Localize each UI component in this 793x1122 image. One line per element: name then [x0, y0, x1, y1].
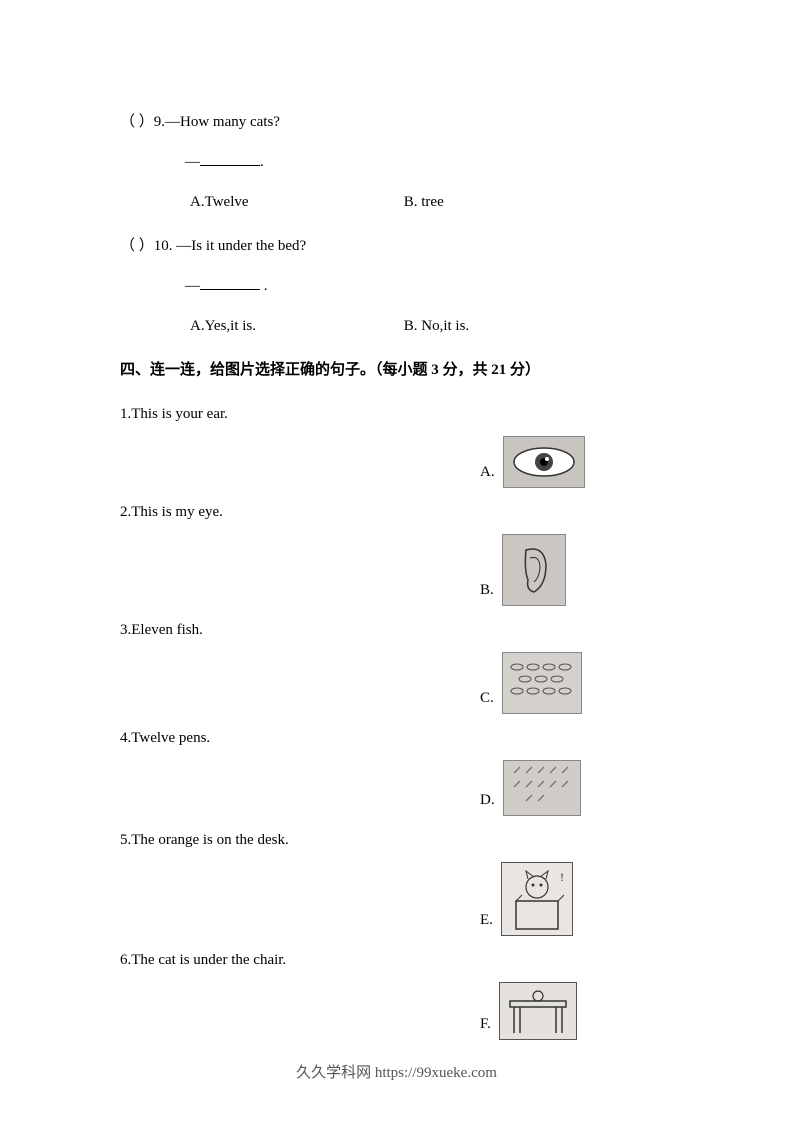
page-footer: 久久学科网 https://99xueke.com [0, 1061, 793, 1082]
item-text: Twelve pens. [131, 730, 210, 746]
question-9-prompt: （ ）9.—How many cats? [120, 110, 673, 134]
match-item-5: 5.The orange is on the desk. [120, 828, 673, 852]
image-row-B: B. [120, 534, 673, 606]
label-C: C. [480, 686, 494, 714]
pens-group-icon [506, 763, 578, 813]
match-item-2: 2.This is my eye. [120, 500, 673, 524]
fish-group-icon [505, 655, 579, 711]
item-number: 3. [120, 622, 131, 638]
question-10-options: A.Yes,it is. B. No,it is. [120, 314, 673, 338]
question-9-answer-line: —. [120, 150, 673, 174]
image-row-C: C. [120, 652, 673, 714]
item-number: 4. [120, 730, 131, 746]
question-9-options: A.Twelve B. tree [120, 190, 673, 214]
question-10-prompt: （ ）10. —Is it under the bed? [120, 234, 673, 258]
svg-text:!: ! [560, 870, 564, 884]
matching-section: 1.This is your ear. A. 2.This is my eye.… [120, 402, 673, 1040]
blank-underline [200, 152, 260, 166]
label-B: B. [480, 578, 494, 606]
option-b: B. tree [404, 194, 444, 210]
image-row-F: F. [120, 982, 673, 1040]
image-row-A: A. [120, 436, 673, 488]
option-b: B. No,it is. [404, 318, 469, 334]
ear-icon [514, 540, 554, 600]
eye-image [503, 436, 585, 488]
dash-suffix: . [260, 278, 268, 294]
option-a: A.Twelve [190, 190, 400, 214]
image-row-E: E. ! [120, 862, 673, 936]
label-F: F. [480, 1012, 491, 1040]
item-number: 6. [120, 952, 131, 968]
desk-icon [502, 985, 574, 1037]
cat-box-icon: ! [504, 865, 570, 933]
pens-image [503, 760, 581, 816]
item-text: The cat is under the chair. [131, 952, 286, 968]
label-E: E. [480, 908, 493, 936]
item-number: 5. [120, 832, 131, 848]
match-item-1: 1.This is your ear. [120, 402, 673, 426]
item-text: Eleven fish. [131, 622, 203, 638]
section-4-heading: 四、连一连，给图片选择正确的句子。（每小题 3 分，共 21 分） [120, 358, 673, 382]
fish-image [502, 652, 582, 714]
dash-suffix: . [260, 154, 264, 170]
match-item-3: 3.Eleven fish. [120, 618, 673, 642]
question-10: （ ）10. —Is it under the bed? — . A.Yes,i… [120, 234, 673, 338]
desk-image [499, 982, 577, 1040]
dash-prefix: — [185, 154, 200, 170]
dash-prefix: — [185, 278, 200, 294]
image-row-D: D. [120, 760, 673, 816]
item-text: This is my eye. [131, 504, 223, 520]
label-D: D. [480, 788, 495, 816]
item-number: 1. [120, 406, 131, 422]
ear-image [502, 534, 566, 606]
match-item-4: 4.Twelve pens. [120, 726, 673, 750]
item-text: The orange is on the desk. [131, 832, 288, 848]
item-number: 2. [120, 504, 131, 520]
match-item-6: 6.The cat is under the chair. [120, 948, 673, 972]
question-10-answer-line: — . [120, 274, 673, 298]
page-content: （ ）9.—How many cats? —. A.Twelve B. tree… [120, 110, 673, 1040]
cat-in-box-image: ! [501, 862, 573, 936]
option-a: A.Yes,it is. [190, 314, 400, 338]
label-A: A. [480, 460, 495, 488]
eye-icon [509, 442, 579, 482]
blank-underline [200, 276, 260, 290]
item-text: This is your ear. [131, 406, 228, 422]
question-9: （ ）9.—How many cats? —. A.Twelve B. tree [120, 110, 673, 214]
